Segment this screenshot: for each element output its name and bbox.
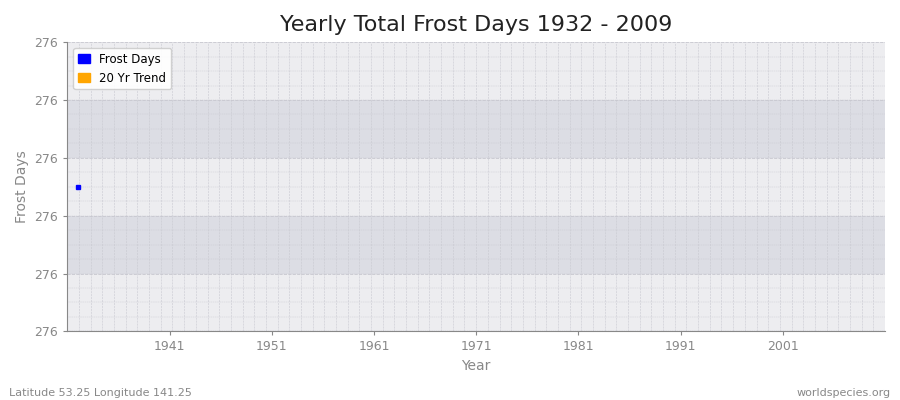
Bar	[68, 42, 885, 100]
X-axis label: Year: Year	[462, 359, 490, 373]
Title: Yearly Total Frost Days 1932 - 2009: Yearly Total Frost Days 1932 - 2009	[280, 15, 672, 35]
Text: Latitude 53.25 Longitude 141.25: Latitude 53.25 Longitude 141.25	[9, 388, 192, 398]
Y-axis label: Frost Days: Frost Days	[15, 150, 29, 223]
Text: worldspecies.org: worldspecies.org	[796, 388, 891, 398]
Bar	[68, 274, 885, 332]
Legend: Frost Days, 20 Yr Trend: Frost Days, 20 Yr Trend	[73, 48, 171, 89]
Bar	[68, 158, 885, 216]
Bar	[68, 100, 885, 158]
Bar	[68, 216, 885, 274]
